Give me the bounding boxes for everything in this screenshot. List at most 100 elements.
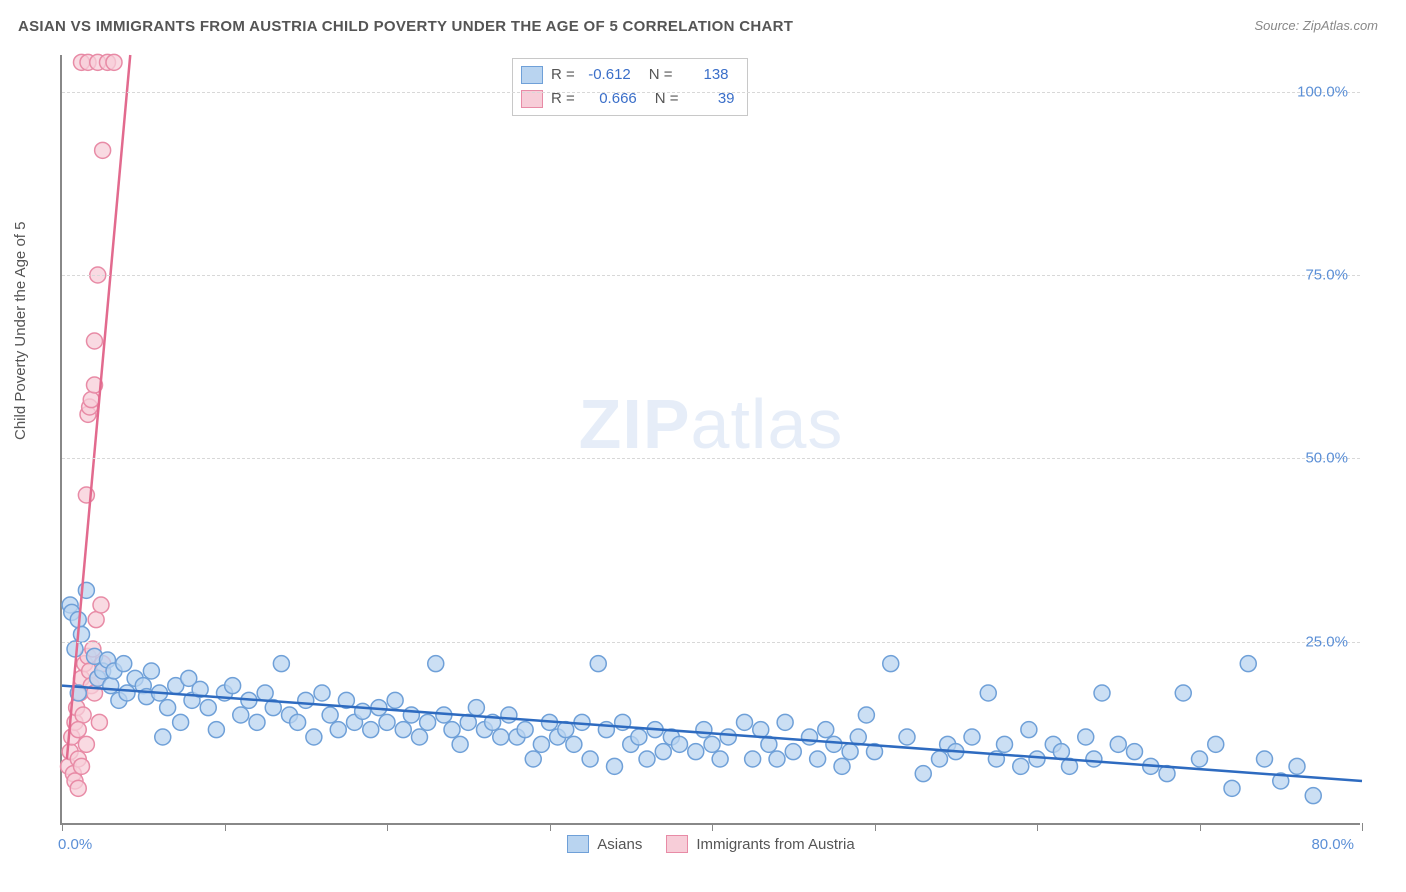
legend-label-austria: Immigrants from Austria — [696, 836, 854, 853]
data-point — [1305, 788, 1321, 804]
data-point — [802, 729, 818, 745]
data-point — [395, 722, 411, 738]
data-point — [444, 722, 460, 738]
data-point — [696, 722, 712, 738]
data-point — [769, 751, 785, 767]
data-point — [314, 685, 330, 701]
x-tick — [225, 823, 226, 831]
data-point — [306, 729, 322, 745]
x-tick — [1362, 823, 1363, 831]
x-tick-label: 80.0% — [1311, 836, 1354, 853]
data-point — [106, 54, 122, 70]
data-point — [915, 766, 931, 782]
data-point — [745, 751, 761, 767]
data-point — [607, 758, 623, 774]
data-point — [1192, 751, 1208, 767]
data-point — [517, 722, 533, 738]
data-point — [428, 656, 444, 672]
data-point — [672, 736, 688, 752]
data-point — [420, 714, 436, 730]
data-point — [143, 663, 159, 679]
legend-label-asians: Asians — [597, 836, 642, 853]
data-point — [78, 736, 94, 752]
data-point — [173, 714, 189, 730]
data-point — [91, 714, 107, 730]
data-point — [1053, 744, 1069, 760]
data-point — [1078, 729, 1094, 745]
data-point — [273, 656, 289, 672]
data-point — [363, 722, 379, 738]
data-point — [899, 729, 915, 745]
data-point — [387, 692, 403, 708]
y-tick-label: 25.0% — [1305, 633, 1348, 650]
gridline — [62, 642, 1360, 643]
y-tick-label: 75.0% — [1305, 267, 1348, 284]
data-point — [330, 722, 346, 738]
data-point — [1029, 751, 1045, 767]
plot-area: ZIPatlas R = -0.612 N = 138 R = 0.666 N … — [60, 55, 1360, 825]
y-tick-label: 100.0% — [1297, 83, 1348, 100]
data-point — [590, 656, 606, 672]
data-point — [257, 685, 273, 701]
data-point — [810, 751, 826, 767]
data-point — [1240, 656, 1256, 672]
data-point — [1013, 758, 1029, 774]
y-axis-label: Child Poverty Under the Age of 5 — [12, 222, 29, 440]
data-point — [1208, 736, 1224, 752]
data-point — [93, 597, 109, 613]
data-point — [1094, 685, 1110, 701]
chart-title: ASIAN VS IMMIGRANTS FROM AUSTRIA CHILD P… — [18, 18, 793, 35]
data-point — [1110, 736, 1126, 752]
data-point — [997, 736, 1013, 752]
gridline — [62, 275, 1360, 276]
data-point — [412, 729, 428, 745]
data-point — [70, 722, 86, 738]
legend-item-austria: Immigrants from Austria — [666, 835, 854, 853]
data-point — [566, 736, 582, 752]
data-point — [1257, 751, 1273, 767]
data-point — [160, 700, 176, 716]
x-tick — [712, 823, 713, 831]
data-point — [1175, 685, 1191, 701]
bottom-legend: Asians Immigrants from Austria — [62, 835, 1360, 853]
source-label: Source: ZipAtlas.com — [1254, 18, 1378, 33]
data-point — [932, 751, 948, 767]
x-tick — [1037, 823, 1038, 831]
data-point — [785, 744, 801, 760]
scatter-svg — [62, 55, 1360, 823]
data-point — [501, 707, 517, 723]
data-point — [452, 736, 468, 752]
data-point — [155, 729, 171, 745]
data-point — [67, 641, 83, 657]
data-point — [777, 714, 793, 730]
legend-swatch-asians — [567, 835, 589, 853]
data-point — [290, 714, 306, 730]
data-point — [95, 142, 111, 158]
data-point — [74, 626, 90, 642]
data-point — [74, 758, 90, 774]
data-point — [403, 707, 419, 723]
data-point — [225, 678, 241, 694]
data-point — [883, 656, 899, 672]
y-tick-label: 50.0% — [1305, 450, 1348, 467]
data-point — [116, 656, 132, 672]
data-point — [525, 751, 541, 767]
data-point — [87, 333, 103, 349]
gridline — [62, 92, 1360, 93]
data-point — [712, 751, 728, 767]
legend-swatch-austria — [666, 835, 688, 853]
data-point — [200, 700, 216, 716]
data-point — [322, 707, 338, 723]
data-point — [1021, 722, 1037, 738]
data-point — [834, 758, 850, 774]
data-point — [826, 736, 842, 752]
data-point — [704, 736, 720, 752]
data-point — [533, 736, 549, 752]
data-point — [582, 751, 598, 767]
data-point — [208, 722, 224, 738]
data-point — [298, 692, 314, 708]
data-point — [818, 722, 834, 738]
data-point — [103, 678, 119, 694]
x-tick — [1200, 823, 1201, 831]
data-point — [83, 392, 99, 408]
